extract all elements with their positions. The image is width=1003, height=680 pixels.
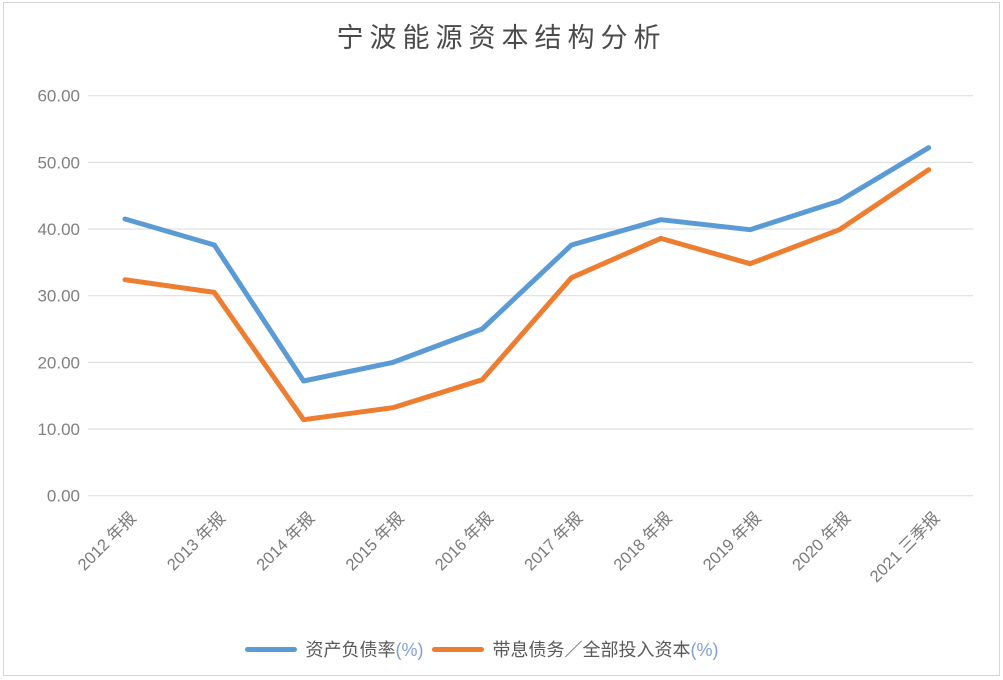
y-axis-tick-label: 60.00	[37, 87, 80, 106]
legend-label-interest-bearing-debt: 带息债务／全部投入资本(%)	[492, 640, 719, 660]
x-axis-category-label: 2013 年报	[163, 508, 229, 574]
y-axis-tick-label: 20.00	[37, 353, 80, 372]
x-axis-category-label: 2012 年报	[74, 508, 140, 574]
y-axis-tick-label: 40.00	[37, 220, 80, 239]
x-axis-category-label: 2021 三季报	[866, 508, 944, 586]
series-line-0	[122, 145, 932, 384]
y-axis-tick-label: 10.00	[37, 420, 80, 439]
y-axis-tick-label: 30.00	[37, 287, 80, 306]
x-axis-category-label: 2018 年报	[610, 508, 676, 574]
x-axis-category-label: 2020 年报	[788, 508, 854, 574]
legend-line-swatch-orange-icon	[431, 646, 484, 652]
x-axis-category-label: 2016 年报	[431, 508, 497, 574]
chart-legend: 资产负债率(%) 带息债务／全部投入资本(%)	[0, 636, 983, 662]
x-axis-category-label: 2017 年报	[520, 508, 586, 574]
legend-item-interest-bearing-debt: 带息债务／全部投入资本(%)	[431, 636, 719, 662]
legend-line-swatch-blue-icon	[244, 646, 297, 652]
y-axis-tick-label: 50.00	[37, 153, 80, 172]
legend-label-asset-liability-ratio: 资产负债率(%)	[305, 640, 424, 660]
line-chart-plot-area: 0.00 10.00 20.00 30.00 40.00 50.00 60.00 2012 年…	[37, 87, 973, 586]
chart-title: 宁波能源资本结构分析	[336, 23, 667, 53]
x-axis-category-label: 2015 年报	[342, 508, 408, 574]
legend-item-asset-liability-ratio: 资产负债率(%)	[244, 636, 424, 662]
x-axis-category-label: 2014 年报	[252, 508, 318, 574]
x-axis-category-label: 2019 年报	[699, 508, 765, 574]
y-axis-tick-label: 0.00	[47, 487, 80, 506]
series-line-1	[122, 167, 932, 423]
